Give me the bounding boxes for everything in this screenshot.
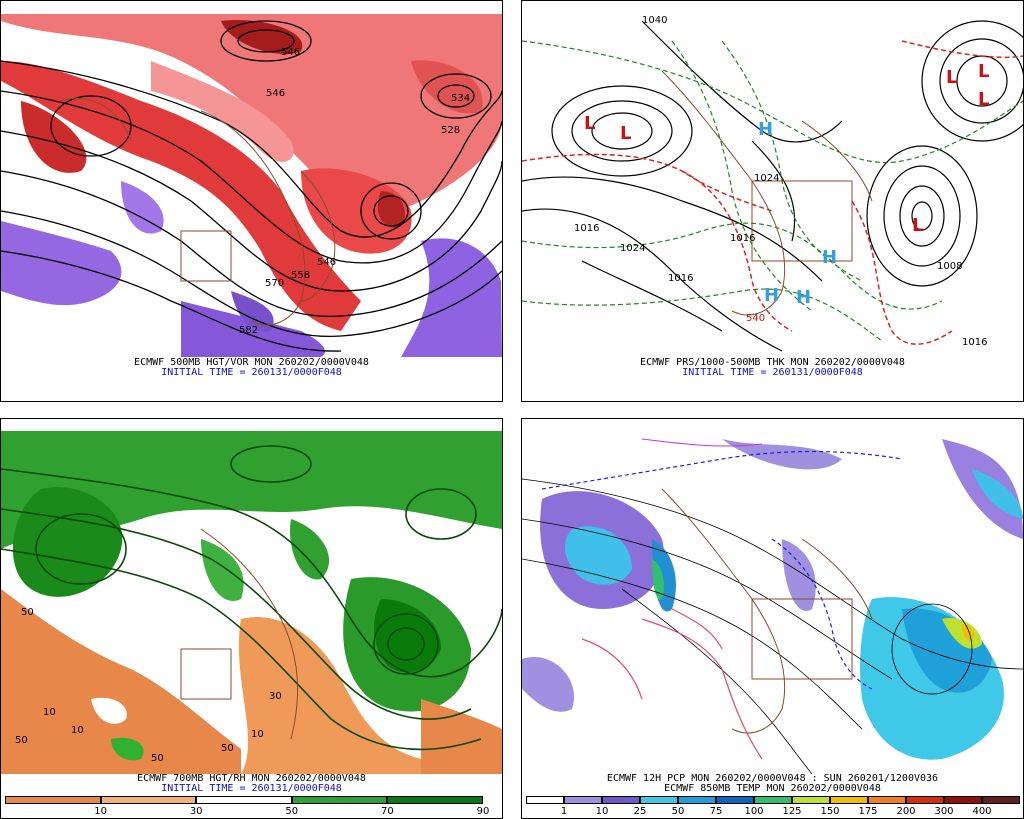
high-pressure-marker: H: [764, 285, 779, 306]
contour-label: 10: [43, 707, 56, 718]
contour-label: 1008: [937, 261, 962, 272]
contour-label: 1024: [620, 243, 645, 254]
initial-time: INITIAL TIME = 260131/0000F048: [161, 367, 342, 378]
contour-label: 1016: [962, 337, 987, 348]
legend-tick-label: 30: [189, 806, 203, 817]
map-surface-pressure: L L L L L L H H H H 1040 1016 1024 1016 …: [522, 14, 1023, 357]
legend-swatch: [982, 796, 1020, 804]
contour-label: 528: [441, 125, 460, 136]
legend-tick-label: 10: [94, 806, 107, 817]
panel-title: ECMWF 12H PCP MON 260202/0000V048 : SUN …: [606, 773, 939, 784]
legend-swatch: [678, 796, 716, 804]
legend-swatch: [754, 796, 792, 804]
contour-label: 540: [746, 313, 765, 324]
contour-label: 558: [291, 270, 310, 281]
contour-label: 50: [221, 743, 234, 754]
legend-tick-label: 125: [782, 806, 802, 817]
legend-tick-label: 50: [671, 806, 685, 817]
contour-label: 10: [71, 725, 84, 736]
initial-time: INITIAL TIME = 260131/0000F048: [161, 783, 342, 794]
legend-swatch: [830, 796, 868, 804]
legend-tick-label: 1: [560, 806, 568, 817]
legend-tick-label: 150: [820, 806, 840, 817]
panel-700mb-hgt-rh: 10 50 10 50 50 10 30 50 ECMWF 700MB HGT/…: [0, 418, 503, 819]
legend-tick-label: 100: [744, 806, 764, 817]
contour-label: 1016: [730, 233, 755, 244]
contour-label: 1040: [642, 15, 667, 26]
legend-swatch: [196, 796, 292, 804]
precip-legend: 1 10 25 50 75 100 125 150 175 200 300 400: [526, 796, 1020, 818]
contour-label: 570: [265, 278, 284, 289]
legend-tick-label: 400: [972, 806, 992, 817]
legend-swatch: [526, 796, 564, 804]
panel-title: ECMWF 700MB HGT/RH MON 260202/0000V048: [137, 773, 366, 784]
legend-swatch: [5, 796, 101, 804]
legend-tick-label: 90: [476, 806, 490, 817]
panel-title: ECMWF PRS/1000-500MB THK MON 260202/0000…: [640, 357, 905, 368]
rh-legend: 10 30 50 70 90: [5, 796, 489, 818]
legend-tick-label: 175: [858, 806, 878, 817]
legend-tick-label: 75: [709, 806, 723, 817]
contour-label: 546: [281, 47, 300, 58]
contour-label: 10: [251, 729, 264, 740]
map-500mb-vorticity: 546 534 546 528 546 570 582 558: [1, 14, 502, 357]
map-precipitation: [522, 431, 1023, 775]
legend-swatch: [868, 796, 906, 804]
contour-label: 50: [15, 735, 28, 746]
legend-swatch: [564, 796, 602, 804]
legend-swatch: [716, 796, 754, 804]
legend-swatch: [100, 796, 197, 804]
legend-tick-label: 70: [381, 806, 394, 817]
contour-label: 1016: [668, 273, 693, 284]
panel-title: ECMWF 500MB HGT/VOR MON 260202/0000V048: [134, 357, 369, 368]
legend-swatch: [792, 796, 830, 804]
legend-tick-label: 25: [633, 806, 647, 817]
legend-swatch: [602, 796, 640, 804]
panel-prs-thk: L L L L L L H H H H 1040 1016 1024 1016 …: [521, 0, 1024, 402]
low-pressure-marker: L: [978, 89, 989, 110]
low-pressure-marker: L: [978, 61, 989, 82]
legend-swatch: [291, 796, 388, 804]
panel-pcp-850mb-temp: ECMWF 12H PCP MON 260202/0000V048 : SUN …: [521, 418, 1024, 819]
legend-tick-label: 300: [934, 806, 954, 817]
legend-tick-label: 10: [595, 806, 609, 817]
contour-label: 534: [451, 93, 470, 104]
panel-subtitle: ECMWF 850MB TEMP MON 260202/0000V048: [664, 783, 881, 794]
low-pressure-marker: L: [946, 67, 957, 88]
map-700mb-humidity: 10 50 10 50 50 10 30 50: [1, 431, 502, 774]
contour-label: 1016: [574, 223, 599, 234]
high-pressure-marker: H: [758, 119, 773, 140]
low-pressure-marker: L: [912, 215, 923, 236]
contour-label: 50: [21, 607, 34, 618]
contour-label: 1024: [754, 173, 779, 184]
panel-500mb-hgt-vor: 546 534 546 528 546 570 582 558 ECMWF 50…: [0, 0, 503, 402]
legend-tick-label: 200: [896, 806, 916, 817]
contour-label: 546: [317, 257, 336, 268]
legend-swatch: [387, 796, 483, 804]
low-pressure-marker: L: [584, 113, 595, 134]
legend-swatch: [906, 796, 944, 804]
contour-label: 546: [266, 88, 285, 99]
high-pressure-marker: H: [796, 287, 811, 308]
contour-label: 50: [151, 753, 164, 764]
contour-label: 30: [269, 691, 282, 702]
legend-swatch: [640, 796, 678, 804]
legend-tick-label: 50: [285, 806, 299, 817]
initial-time: INITIAL TIME = 260131/0000F048: [682, 367, 863, 378]
contour-label: 582: [239, 325, 258, 336]
legend-swatch: [944, 796, 982, 804]
low-pressure-marker: L: [620, 123, 631, 144]
high-pressure-marker: H: [822, 247, 837, 268]
